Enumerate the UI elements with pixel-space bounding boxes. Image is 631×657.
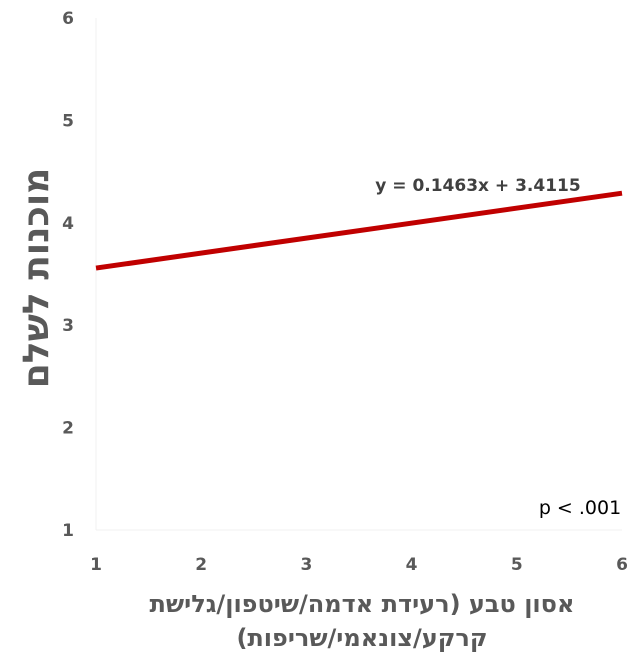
y-tick-label: 1 (62, 521, 74, 541)
y-tick-label: 5 (62, 111, 74, 131)
p-value-label: p < .001 (539, 497, 621, 519)
x-tick-label: 6 (616, 555, 628, 575)
x-tick-label: 2 (195, 555, 207, 575)
x-axis-label-line2: קרקע/צונאמי/שריפות) (236, 624, 487, 652)
y-tick-label: 4 (62, 214, 74, 234)
y-tick-label: 2 (62, 419, 74, 439)
series-lines (95, 190, 623, 271)
chart-axes (95, 18, 622, 531)
y-tick-label: 6 (62, 9, 74, 29)
y-axis-label: מוכנות לשלם (16, 168, 57, 389)
tick-labels: 1 2 3 4 5 6 1 2 3 4 5 6 (62, 9, 628, 575)
x-tick-label: 1 (90, 555, 102, 575)
y-tick-label: 3 (62, 316, 74, 336)
x-tick-label: 3 (300, 555, 312, 575)
equation-label: y = 0.1463x + 3.4115 (375, 176, 580, 196)
trend-line (95, 190, 623, 271)
x-tick-label: 4 (406, 555, 418, 575)
x-tick-label: 5 (511, 555, 523, 575)
x-axis-label-line1: אסון טבע (רעידת אדמה/שיטפון/גלישת (150, 590, 575, 618)
